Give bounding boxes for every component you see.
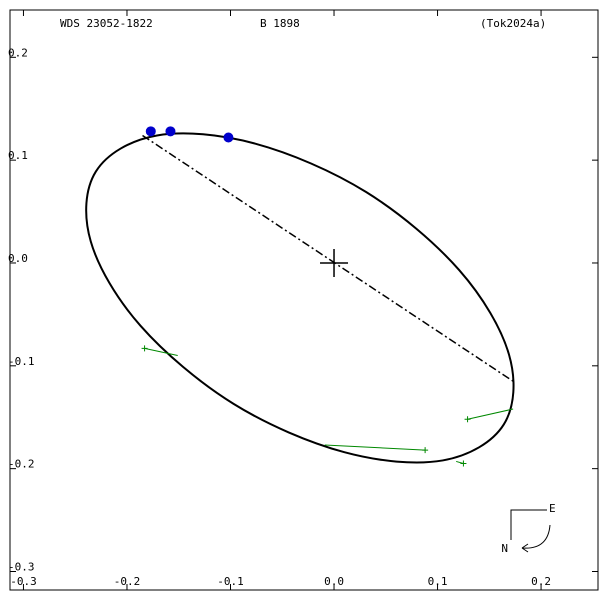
measurement bbox=[464, 416, 471, 423]
observation-point bbox=[165, 126, 176, 137]
y-tick-label: -0.3 bbox=[8, 560, 35, 573]
residual-line bbox=[144, 347, 178, 357]
frame bbox=[9, 9, 599, 591]
compass-arrowhead bbox=[521, 543, 529, 553]
primary-star bbox=[320, 248, 349, 277]
observation-point bbox=[223, 132, 234, 143]
y-tick-label: 0.1 bbox=[8, 149, 28, 162]
observation-point bbox=[145, 126, 156, 137]
x-tick-label: -0.1 bbox=[217, 575, 244, 588]
compass: E N bbox=[501, 502, 555, 555]
reference: (Tok2024a) bbox=[480, 17, 546, 30]
line-of-nodes bbox=[142, 134, 514, 382]
compass-east: E bbox=[549, 502, 556, 515]
y-tick-label: -0.2 bbox=[8, 458, 35, 471]
y-tick-label: 0.0 bbox=[8, 252, 28, 265]
residual-line bbox=[324, 444, 426, 451]
compass-arrow bbox=[521, 524, 551, 549]
x-tick-label: -0.3 bbox=[10, 575, 37, 588]
x-tick-label: 0.0 bbox=[324, 575, 344, 588]
chart-subtitle: B 1898 bbox=[260, 17, 300, 30]
measurement bbox=[141, 345, 148, 352]
x-tick-label: 0.1 bbox=[428, 575, 448, 588]
orbit bbox=[85, 132, 515, 464]
measurement bbox=[460, 460, 467, 467]
x-tick-label: 0.2 bbox=[531, 575, 551, 588]
measurement bbox=[422, 447, 429, 454]
chart-title: WDS 23052-1822 bbox=[60, 17, 153, 30]
compass-north: N bbox=[501, 542, 508, 555]
y-tick-label: 0.2 bbox=[8, 46, 28, 59]
residual-line bbox=[467, 408, 514, 420]
y-tick-label: -0.1 bbox=[8, 355, 35, 368]
x-tick-label: -0.2 bbox=[114, 575, 141, 588]
compass-axes bbox=[510, 509, 547, 540]
